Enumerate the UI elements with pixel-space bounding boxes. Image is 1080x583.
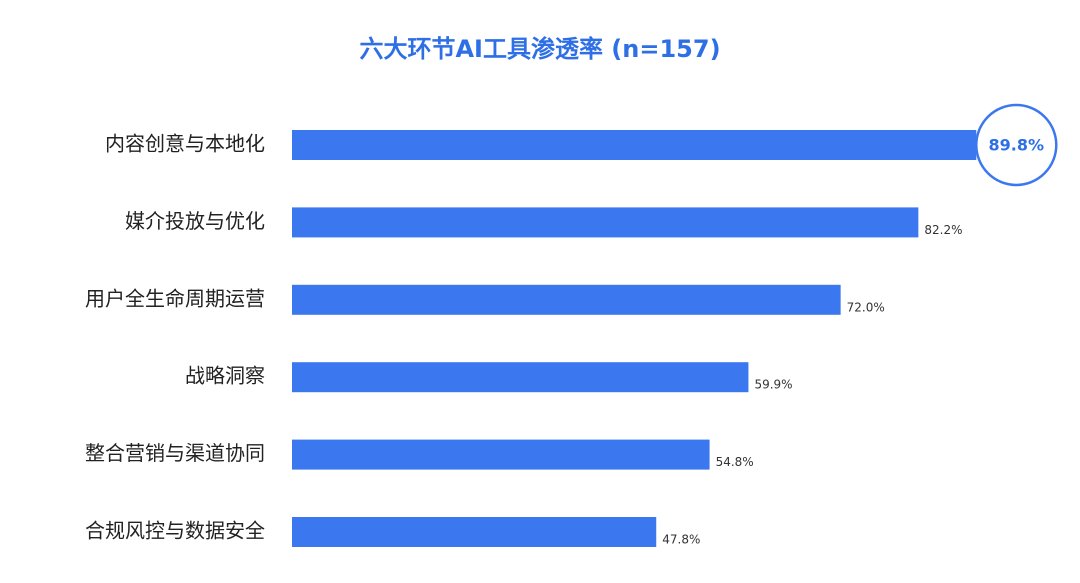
bar: [292, 517, 657, 547]
category-label: 战略洞察: [185, 364, 265, 388]
category-label: 合规风控与数据安全: [85, 519, 265, 543]
bar: [292, 362, 749, 393]
value-label: 72.0%: [847, 300, 885, 314]
category-label: 媒介投放与优化: [125, 209, 265, 233]
value-label: 54.8%: [716, 455, 754, 469]
highlight-circle: [975, 103, 1058, 187]
value-label: 59.9%: [754, 378, 792, 392]
value-label: 82.2%: [924, 223, 962, 237]
value-label: 47.8%: [662, 533, 700, 547]
category-label: 内容创意与本地化: [105, 132, 265, 156]
bar: [292, 207, 919, 238]
bar: [292, 439, 710, 470]
category-label: 整合营销与渠道协同: [85, 441, 265, 465]
bar: [292, 284, 841, 315]
category-label: 用户全生命周期运营: [85, 286, 265, 310]
bar: [292, 130, 977, 160]
chart-title: 六大环节AI工具渗透率 (n=157): [359, 35, 720, 63]
value-label: 89.8%: [989, 136, 1045, 155]
